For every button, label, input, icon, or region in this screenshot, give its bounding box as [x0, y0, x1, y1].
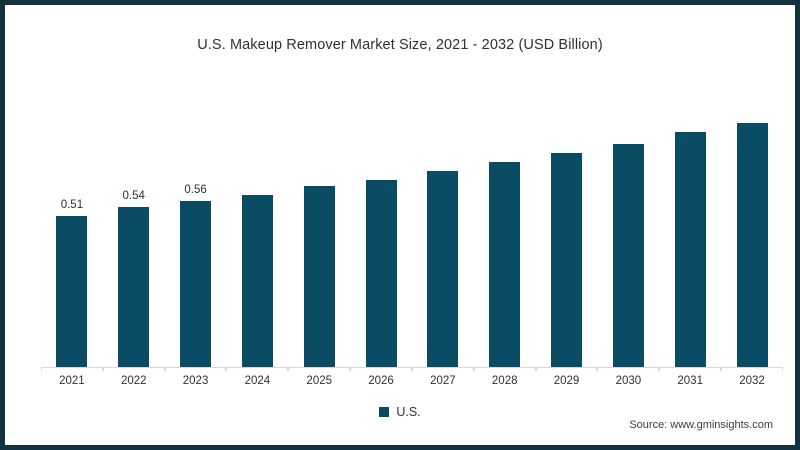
bar-slot	[288, 75, 351, 371]
legend-swatch-us	[379, 407, 390, 417]
plot-area: 0.51 0.54 0.56	[41, 75, 783, 371]
bar[interactable]: 0.56	[180, 184, 212, 368]
axis-tick	[164, 367, 166, 371]
bar-slot	[659, 75, 722, 371]
bar[interactable]	[489, 161, 521, 368]
bar-slot: 0.56	[164, 75, 227, 371]
x-axis-tick-label: 2030	[615, 375, 642, 387]
bar-slot	[473, 75, 536, 371]
axis-tick	[720, 367, 722, 371]
chart-canvas: U.S. Makeup Remover Market Size, 2021 - …	[5, 5, 795, 445]
bar[interactable]	[736, 122, 768, 368]
chart-legend: U.S.	[5, 405, 795, 419]
bar-slot: 0.51	[41, 75, 103, 371]
x-axis-tick-label: 2022	[120, 375, 147, 387]
bar-value-label: 0.56	[184, 183, 207, 196]
x-axis-tick-label: 2025	[306, 375, 333, 387]
axis-tick	[225, 367, 227, 371]
axis-tick	[535, 367, 537, 371]
axis-tick	[781, 367, 783, 371]
axis-tick	[658, 367, 660, 371]
axis-tick	[473, 367, 475, 371]
source-note: Source: www.gminsights.com	[629, 419, 773, 431]
x-axis-tick-label: 2023	[182, 375, 209, 387]
bar[interactable]	[241, 194, 273, 368]
axis-tick	[349, 367, 351, 371]
x-axis-tick-label: 2028	[491, 375, 518, 387]
axis-tick	[102, 367, 104, 371]
axis-tick	[41, 367, 42, 371]
axis-tick	[472, 367, 474, 371]
bar-value-label: 0.51	[60, 198, 84, 211]
axis-tick	[287, 367, 289, 371]
x-axis-line	[41, 367, 783, 368]
bar[interactable]	[674, 131, 706, 368]
x-axis-tick-label: 2031	[677, 375, 703, 387]
x-axis-tick-label: 2027	[430, 375, 456, 387]
bar-slot	[350, 75, 412, 371]
bar-slot	[597, 75, 660, 371]
chart-title: U.S. Makeup Remover Market Size, 2021 - …	[197, 37, 603, 53]
axis-tick	[534, 367, 536, 371]
bar-value-label: 0.54	[122, 189, 145, 202]
bar[interactable]	[612, 143, 644, 368]
axis-tick	[410, 367, 412, 371]
bar-slot	[535, 75, 598, 371]
axis-tick	[721, 367, 723, 371]
axis-tick	[226, 367, 228, 371]
x-axis-tick-label: 2021	[59, 375, 85, 387]
bar[interactable]	[427, 170, 459, 368]
x-axis-tick-label: 2024	[244, 375, 271, 387]
axis-tick	[288, 367, 290, 371]
bar[interactable]	[365, 179, 397, 368]
bar[interactable]	[303, 185, 335, 368]
legend-label-us: U.S.	[396, 405, 421, 419]
axis-tick	[659, 367, 661, 371]
axis-tick	[350, 367, 352, 371]
bar-slot	[226, 75, 289, 371]
x-axis-tick-label: 2032	[739, 375, 765, 387]
axis-tick	[597, 367, 599, 371]
x-axis-tick-label: 2029	[553, 375, 580, 387]
x-axis-labels: 2021 2022 2023 2024 2025 2026 2027 2028 2029 2030…	[41, 375, 783, 387]
bar-slot	[721, 75, 783, 371]
bar-series-us: 0.51 0.54 0.56	[41, 75, 783, 371]
x-axis-tick-label: 2026	[368, 375, 394, 387]
axis-tick	[163, 367, 165, 371]
bar[interactable]: 0.54	[118, 190, 150, 368]
bar-slot	[411, 75, 474, 371]
bar-slot: 0.54	[102, 75, 165, 371]
bar[interactable]: 0.51	[56, 199, 88, 368]
axis-tick	[411, 367, 413, 371]
axis-tick	[101, 367, 103, 371]
axis-tick	[596, 367, 598, 371]
bar[interactable]	[551, 152, 583, 368]
